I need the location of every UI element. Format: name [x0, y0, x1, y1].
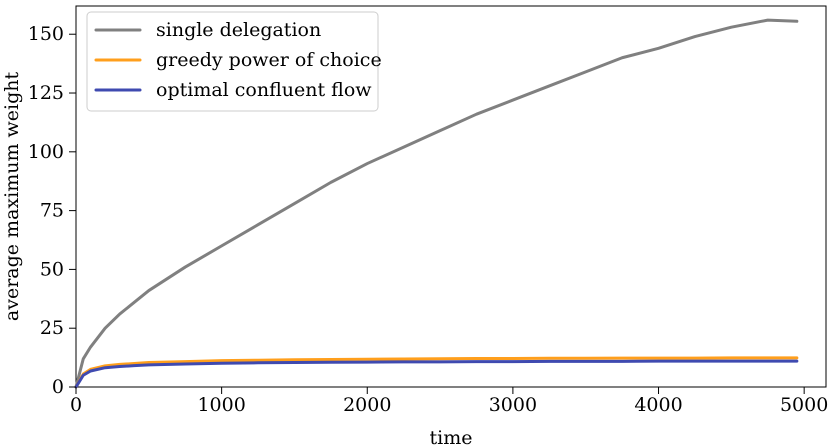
series-line-0: [74, 18, 799, 389]
x-tick-label-2: 2000: [343, 394, 391, 416]
y-tick-label-3: 75: [40, 200, 64, 222]
x-tick-label-4: 4000: [634, 394, 682, 416]
x-tick-label-0: 0: [70, 394, 82, 416]
x-axis-label: time: [430, 427, 473, 446]
series-line-1: [74, 356, 799, 389]
y-axis-label: average maximum weight: [1, 72, 23, 322]
y-tick-label-2: 50: [40, 258, 64, 280]
legend-label-0: single delegation: [156, 19, 321, 41]
x-tick-label-1: 1000: [197, 394, 245, 416]
legend: single delegation greedy power of choice o…: [86, 11, 382, 112]
x-axis: 0 1000 2000 3000 4000 5000: [70, 387, 828, 416]
legend-box: [86, 11, 379, 112]
legend-label-2: optimal confluent flow: [156, 79, 372, 101]
y-tick-label-4: 100: [28, 141, 64, 163]
y-tick-label-1: 25: [40, 317, 64, 339]
y-tick-label-0: 0: [52, 376, 64, 398]
y-tick-label-6: 150: [28, 23, 64, 45]
x-tick-label-5: 5000: [780, 394, 828, 416]
series-line-2: [74, 359, 799, 389]
legend-label-1: greedy power of choice: [156, 49, 382, 71]
series-layer: [74, 18, 799, 389]
x-tick-label-3: 3000: [489, 394, 537, 416]
y-tick-label-5: 125: [28, 82, 64, 104]
y-axis: 0 25 50 75 100 125 150: [28, 23, 76, 398]
